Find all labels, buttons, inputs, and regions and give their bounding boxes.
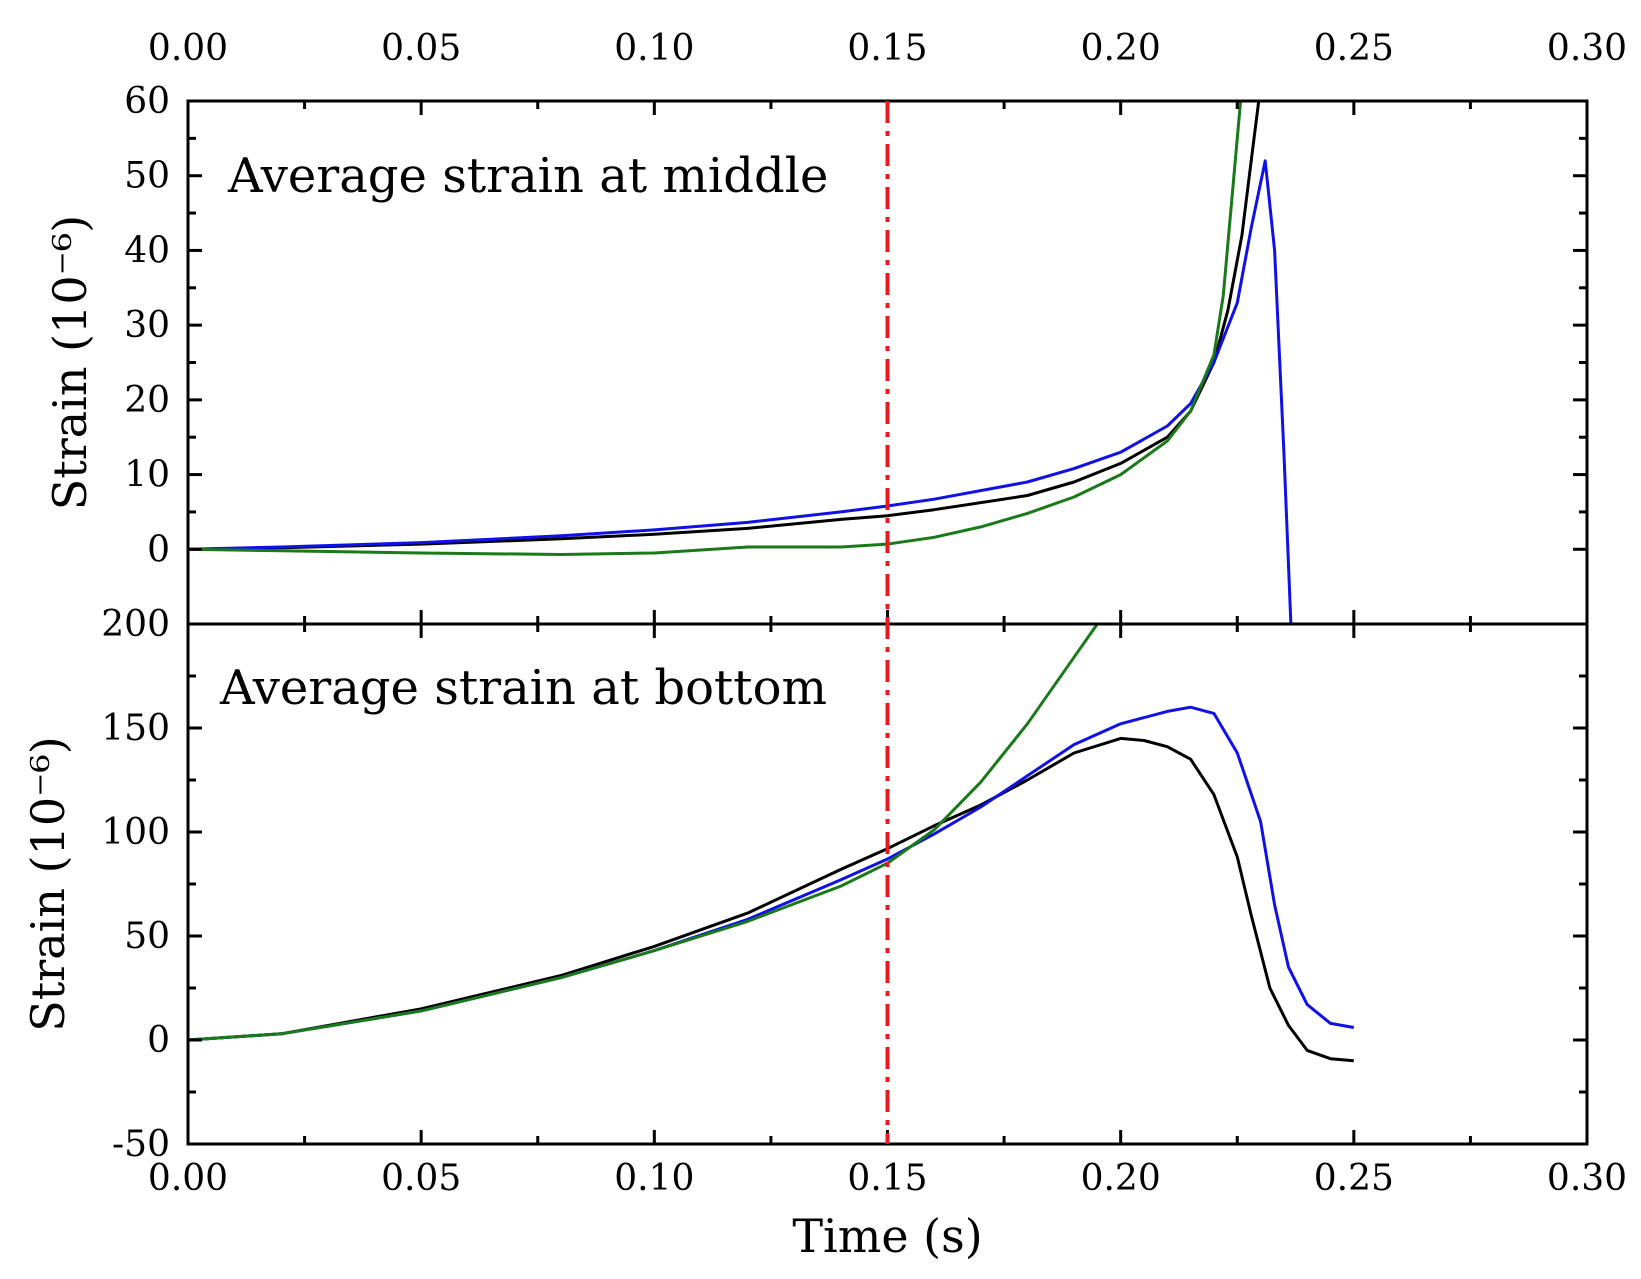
x-tick-label-top: 0.00 — [148, 28, 228, 69]
x-tick-label-bottom: 0.05 — [381, 1158, 461, 1199]
x-axis-title: Time (s) — [792, 1209, 982, 1263]
x-tick-label-top: 0.05 — [381, 28, 461, 69]
x-tick-label-bottom: 0.20 — [1081, 1158, 1161, 1199]
y-tick-label: 0 — [147, 1020, 170, 1061]
panel-title-1: Average strain at middle — [227, 148, 828, 204]
x-tick-label-bottom: 0.00 — [148, 1158, 228, 1199]
panel-1-line-2 — [188, 159, 1293, 624]
x-tick-label-top: 0.20 — [1081, 28, 1161, 69]
panel-2-line-3 — [188, 624, 1099, 1042]
x-tick-label-bottom: 0.10 — [614, 1158, 694, 1199]
panel-2-line-1 — [188, 736, 1354, 1063]
y-axis-title-2: Strain (10⁻⁶) — [21, 736, 75, 1032]
axes: 0 10 20 30 40 50 60 Average strain at middle Str… — [21, 28, 1627, 1263]
x-tick-label-top: 0.25 — [1314, 28, 1394, 69]
y-tick-label: 10 — [124, 455, 170, 496]
x-tick-label-top: 0.30 — [1547, 28, 1627, 69]
y-tick-label: 200 — [101, 604, 170, 645]
y-tick-label: 60 — [124, 81, 170, 122]
y-tick-label: 50 — [124, 156, 170, 197]
panel-1-line-3 — [188, 101, 1243, 556]
panel-2-series — [188, 624, 1355, 1063]
panel-title-2: Average strain at bottom — [219, 660, 827, 716]
y-tick-label: 50 — [124, 916, 170, 957]
x-tick-label-top: 0.15 — [847, 28, 927, 69]
panel-2-line-2 — [188, 705, 1355, 1042]
plot-area — [188, 101, 1355, 1063]
x-tick-label-top: 0.10 — [614, 28, 694, 69]
y-tick-label: 150 — [101, 708, 170, 749]
y-tick-label: 30 — [124, 305, 170, 346]
x-tick-label-bottom: 0.25 — [1314, 1158, 1394, 1199]
panel-1-line-1 — [188, 101, 1261, 551]
y-tick-label: 20 — [124, 380, 170, 421]
y-tick-label: -50 — [112, 1124, 170, 1165]
panel-1-series — [188, 101, 1293, 624]
y-tick-label: 100 — [101, 812, 170, 853]
x-tick-label-bottom: 0.15 — [847, 1158, 927, 1199]
y-tick-label: 40 — [124, 230, 170, 271]
x-tick-label-bottom: 0.30 — [1547, 1158, 1627, 1199]
y-axis-title-1: Strain (10⁻⁶) — [43, 215, 97, 511]
y-tick-label: 0 — [147, 529, 170, 570]
